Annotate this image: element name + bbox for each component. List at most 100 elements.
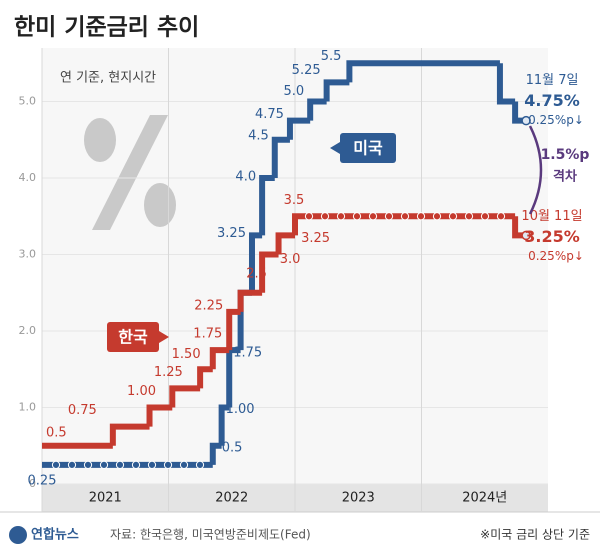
meeting-dot: [163, 460, 173, 469]
meeting-dot: [115, 460, 125, 469]
y-tick-label: 0: [29, 477, 36, 490]
value-label: 5.5: [321, 49, 342, 64]
y-tick-label: 2.0: [19, 324, 37, 337]
value-label: 0.5: [222, 440, 243, 455]
value-label: 0.5: [46, 425, 67, 440]
step-line: [512, 216, 524, 239]
annotation-value: 3.25%: [524, 227, 580, 246]
value-label: 1.00: [127, 384, 156, 399]
meeting-dot: [131, 460, 141, 469]
meeting-dot: [51, 460, 61, 469]
meeting-dot: [464, 212, 474, 221]
value-label: 2.5: [246, 266, 267, 281]
value-label: 3.25: [217, 226, 246, 241]
note: ※미국 금리 상단 기준: [480, 528, 590, 542]
meeting-dot: [336, 212, 346, 221]
step-line: [218, 404, 230, 446]
value-label: 4.75: [255, 107, 284, 122]
meeting-dot: [384, 212, 394, 221]
value-label: 4.5: [248, 128, 269, 143]
annotation-date: 11월 7일: [526, 73, 579, 88]
percent-icon-slash: [92, 115, 168, 230]
meeting-dot: [496, 212, 506, 221]
meeting-dot: [480, 212, 490, 221]
percent-icon-dot: [144, 183, 176, 227]
value-label: 5.25: [292, 63, 321, 78]
step-line: [292, 213, 516, 236]
step-line: [248, 232, 263, 293]
y-tick-label: 1.0: [19, 401, 37, 414]
x-tick-label: 2023: [342, 491, 375, 506]
value-label: 1.75: [193, 327, 222, 342]
value-label: 0.25: [28, 473, 57, 488]
value-label: 1.50: [172, 347, 201, 362]
step-line: [271, 136, 290, 179]
step-line: [496, 63, 516, 105]
percent-icon-dot: [84, 118, 116, 162]
value-label: 3.25: [301, 231, 330, 246]
annotation-value: 4.75%: [524, 91, 580, 110]
step-line: [259, 251, 279, 293]
meeting-dot: [179, 460, 189, 469]
meeting-dot: [304, 212, 314, 221]
meeting-dot: [400, 212, 410, 221]
legend-pointer: [330, 142, 340, 154]
source: 자료: 한국은행, 미국연방준비제도(Fed): [110, 527, 311, 542]
meeting-dot: [368, 212, 378, 221]
step-line: [197, 366, 213, 389]
step-line: [146, 404, 173, 427]
step-line: [109, 423, 150, 446]
step-line: [346, 60, 500, 83]
value-label: 1.75: [233, 346, 262, 361]
annotation-change: 0.25%p↓: [528, 113, 584, 127]
x-tick-label: 2024년: [462, 491, 507, 506]
step-line: [169, 385, 201, 408]
meeting-dot: [448, 212, 458, 221]
meeting-dot: [83, 460, 93, 469]
value-label: 1.00: [226, 402, 255, 417]
subtitle: 연 기준, 현지시간: [60, 71, 156, 86]
value-label: 4.0: [235, 170, 256, 185]
value-label: 2.25: [194, 298, 223, 313]
legend-pointer: [159, 331, 169, 343]
meeting-dot: [320, 212, 330, 221]
legend-label: 한국: [118, 328, 148, 347]
y-tick-label: 5.0: [19, 95, 37, 108]
value-label: 3.5: [284, 193, 305, 208]
value-label: 5.0: [283, 84, 304, 99]
step-line: [275, 232, 295, 255]
meeting-dot: [147, 460, 157, 469]
value-label: 3.0: [280, 252, 301, 267]
logo: 연합뉴스: [31, 527, 79, 543]
y-tick-label: 3.0: [19, 248, 37, 261]
step-line: [226, 308, 241, 351]
x-tick-label: 2022: [215, 491, 248, 506]
meeting-dot: [432, 212, 442, 221]
step-line: [307, 98, 327, 121]
gap-bracket: [528, 125, 543, 215]
y-tick-label: 4.0: [19, 171, 37, 184]
value-label: 0.75: [68, 403, 97, 418]
legend-box: [340, 133, 396, 163]
logo-icon: [9, 526, 27, 544]
legend-label: 미국: [353, 139, 383, 158]
value-label: 1.25: [154, 365, 183, 380]
x-tick-label: 2021: [89, 491, 122, 506]
gap-note: 격차: [553, 169, 577, 185]
meeting-dot: [416, 212, 426, 221]
annotation-change: 0.25%p↓: [528, 249, 584, 263]
step-line: [323, 79, 350, 102]
meeting-dot: [99, 460, 109, 469]
meeting-dot: [195, 460, 205, 469]
step-line: [209, 347, 230, 370]
chart-title: 한미 기준금리 추이: [14, 15, 199, 41]
end-marker: [521, 115, 531, 126]
step-line: [259, 175, 275, 236]
step-line: [286, 117, 311, 140]
end-marker: [521, 230, 531, 241]
step-line: [512, 101, 524, 124]
meeting-dot: [352, 212, 362, 221]
step-line: [237, 289, 263, 312]
legend-box: [107, 322, 159, 352]
